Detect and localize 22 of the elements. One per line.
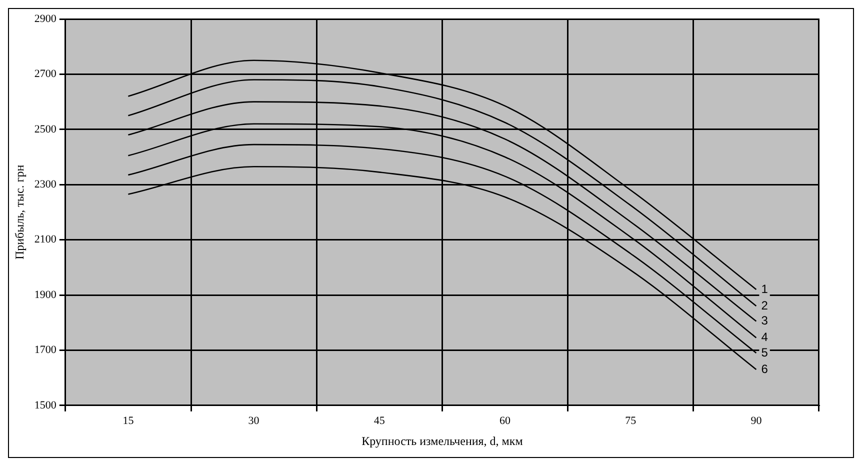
series-label: 4 — [761, 330, 768, 344]
x-tick-label: 30 — [248, 414, 260, 427]
y-tick-label: 2300 — [34, 178, 57, 190]
x-axis-title: Крупность измельчения, d, мкм — [362, 434, 524, 448]
x-tick-label: 90 — [750, 414, 762, 427]
x-tick-label: 45 — [374, 414, 386, 427]
series-label: 1 — [761, 282, 768, 296]
x-tick-label: 75 — [625, 414, 637, 427]
y-tick-label: 2900 — [34, 12, 57, 25]
series-label: 3 — [761, 314, 768, 328]
y-tick-label: 1900 — [34, 288, 57, 301]
series-label: 6 — [761, 362, 768, 376]
series-label: 2 — [761, 298, 768, 312]
x-tick-label: 15 — [122, 414, 134, 427]
y-tick-label: 2700 — [34, 68, 57, 80]
y-tick-label: 1500 — [34, 399, 57, 412]
x-tick-label: 60 — [500, 414, 511, 427]
y-tick-label: 2500 — [34, 123, 57, 136]
y-tick-label: 1700 — [34, 344, 57, 356]
series-label: 5 — [761, 345, 768, 360]
y-axis-title: Прибыль, тыс. грн — [12, 164, 26, 260]
y-tick-label: 2100 — [34, 234, 57, 246]
